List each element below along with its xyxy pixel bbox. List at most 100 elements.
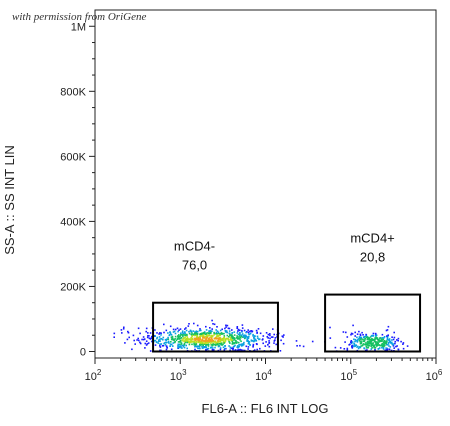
- data-point: [354, 335, 356, 337]
- data-point: [217, 340, 219, 342]
- data-point: [217, 334, 220, 337]
- data-point: [194, 348, 196, 351]
- data-point: [236, 338, 239, 340]
- data-point: [242, 343, 245, 346]
- data-point: [225, 330, 228, 332]
- data-point: [233, 331, 236, 333]
- data-point: [385, 347, 387, 349]
- data-point: [185, 327, 187, 329]
- data-point: [244, 336, 247, 338]
- data-point: [182, 338, 184, 340]
- data-point: [204, 343, 207, 345]
- data-point: [132, 334, 135, 337]
- data-point: [162, 338, 164, 341]
- data-point: [142, 336, 145, 338]
- x-tick-label: 102: [85, 368, 102, 383]
- data-point: [345, 331, 347, 334]
- data-point: [232, 347, 234, 350]
- data-point: [216, 335, 218, 337]
- data-point: [375, 336, 377, 338]
- data-point: [241, 333, 244, 335]
- data-point: [387, 334, 389, 336]
- data-point: [181, 331, 184, 334]
- data-point: [233, 337, 235, 339]
- data-point: [375, 334, 378, 337]
- data-point: [360, 341, 363, 344]
- data-point: [229, 338, 232, 341]
- data-point: [223, 332, 225, 335]
- data-point: [174, 328, 177, 331]
- data-point: [205, 339, 208, 341]
- data-point: [374, 340, 376, 343]
- data-point: [206, 333, 208, 336]
- gate-percent-label: 20,8: [360, 250, 385, 265]
- data-point: [386, 335, 388, 337]
- data-point: [211, 330, 213, 332]
- data-point: [381, 333, 384, 336]
- data-point: [210, 337, 213, 340]
- data-point: [237, 341, 240, 344]
- data-point: [382, 341, 385, 343]
- data-point: [283, 334, 285, 336]
- data-point: [180, 345, 182, 347]
- data-point: [378, 338, 380, 341]
- data-point: [188, 338, 190, 340]
- data-point: [229, 346, 232, 349]
- data-point: [218, 343, 220, 345]
- data-point: [363, 340, 366, 343]
- data-point: [228, 345, 230, 347]
- data-point: [202, 346, 205, 348]
- data-point: [215, 329, 217, 331]
- data-point: [200, 335, 202, 337]
- data-point: [380, 344, 383, 347]
- data-point: [209, 331, 212, 334]
- x-tick-label: 105: [340, 368, 357, 383]
- data-point: [201, 338, 204, 341]
- data-point: [203, 336, 206, 339]
- data-point: [273, 333, 275, 336]
- data-point: [170, 348, 173, 351]
- data-point: [155, 341, 158, 344]
- data-point: [362, 340, 365, 342]
- data-point: [205, 338, 208, 340]
- data-point: [184, 332, 186, 335]
- data-point: [205, 336, 208, 339]
- data-point: [213, 334, 215, 336]
- data-point: [350, 332, 353, 335]
- data-point: [178, 338, 180, 340]
- data-point: [203, 343, 205, 345]
- data-point: [369, 338, 372, 341]
- data-point: [190, 341, 192, 343]
- data-point: [209, 327, 211, 329]
- data-point: [382, 342, 385, 344]
- data-point: [224, 340, 227, 342]
- data-point: [329, 326, 331, 329]
- data-point: [378, 341, 380, 343]
- data-point: [220, 343, 223, 346]
- x-axis-title: FL6-A :: FL6 INT LOG: [202, 401, 329, 416]
- data-point: [127, 331, 130, 334]
- data-point: [280, 339, 282, 342]
- data-point: [376, 344, 378, 347]
- data-point: [386, 344, 388, 346]
- data-point: [243, 341, 245, 344]
- data-point: [371, 347, 373, 349]
- data-point: [184, 336, 186, 339]
- data-point: [362, 336, 365, 339]
- data-point: [205, 341, 207, 344]
- data-point: [273, 340, 276, 342]
- data-point: [388, 339, 391, 342]
- data-point: [372, 344, 375, 346]
- data-point: [137, 327, 140, 330]
- data-point: [183, 346, 186, 349]
- data-point: [196, 336, 198, 338]
- data-point: [365, 342, 367, 344]
- data-point: [353, 343, 356, 346]
- data-point: [378, 344, 380, 346]
- data-point: [393, 336, 396, 339]
- data-point: [365, 345, 368, 348]
- data-point: [156, 337, 158, 340]
- data-point: [184, 328, 186, 330]
- data-point: [205, 348, 207, 351]
- data-point: [194, 337, 196, 340]
